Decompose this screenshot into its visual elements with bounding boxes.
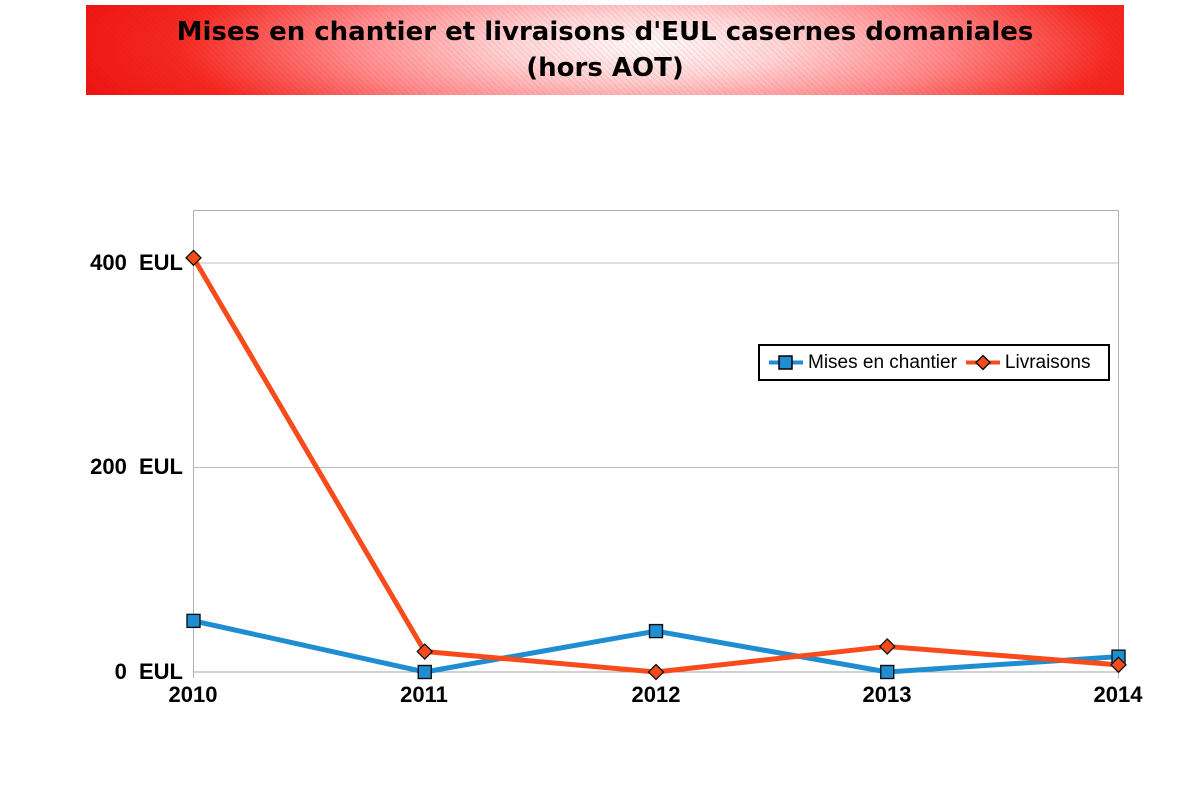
- chart-legend: Mises en chantier Livraisons: [758, 344, 1110, 381]
- legend-item-livraisons: Livraisons: [965, 351, 1091, 374]
- x-axis-label-2012: 2012: [631, 682, 681, 707]
- y-axis-label-400: 400 EUL: [90, 250, 183, 275]
- marker-square-2011: [417, 664, 432, 680]
- legend-label-mises-en-chantier: Mises en chantier: [808, 351, 957, 373]
- legend-label-livraisons: Livraisons: [1004, 351, 1091, 373]
- legend-marker-square-icon: [769, 355, 803, 370]
- x-axis-label-2014: 2014: [1093, 682, 1143, 707]
- legend-item-mises-en-chantier: Mises en chantier: [768, 352, 957, 374]
- chart-title-line1: Mises en chantier et livraisons d'EUL ca…: [176, 17, 1034, 47]
- legend-marker-diamond-icon: [965, 354, 1000, 371]
- x-axis-label-2010: 2010: [168, 682, 218, 707]
- marker-diamond-2012: [647, 663, 665, 681]
- series-line-livraisons: [191, 255, 1121, 675]
- marker-diamond-2010: [185, 249, 202, 267]
- y-axis-label-0: 0 EUL: [114, 659, 183, 684]
- x-axis-label-2013: 2013: [862, 682, 912, 707]
- marker-square-2012: [648, 623, 664, 639]
- marker-square-2013: [880, 664, 895, 680]
- y-axis-label-200: 200 EUL: [90, 454, 183, 479]
- marker-diamond-2013: [878, 638, 896, 655]
- chart-title-line2: (hors AOT): [526, 53, 684, 83]
- x-axis-label-2011: 2011: [400, 682, 448, 707]
- marker-diamond-2011: [416, 643, 434, 660]
- marker-diamond-2014: [1110, 656, 1127, 674]
- plot-frame: [193, 210, 1119, 673]
- title-banner: Mises en chantier et livraisons d'EUL ca…: [86, 5, 1124, 95]
- marker-square-2010: [186, 613, 201, 629]
